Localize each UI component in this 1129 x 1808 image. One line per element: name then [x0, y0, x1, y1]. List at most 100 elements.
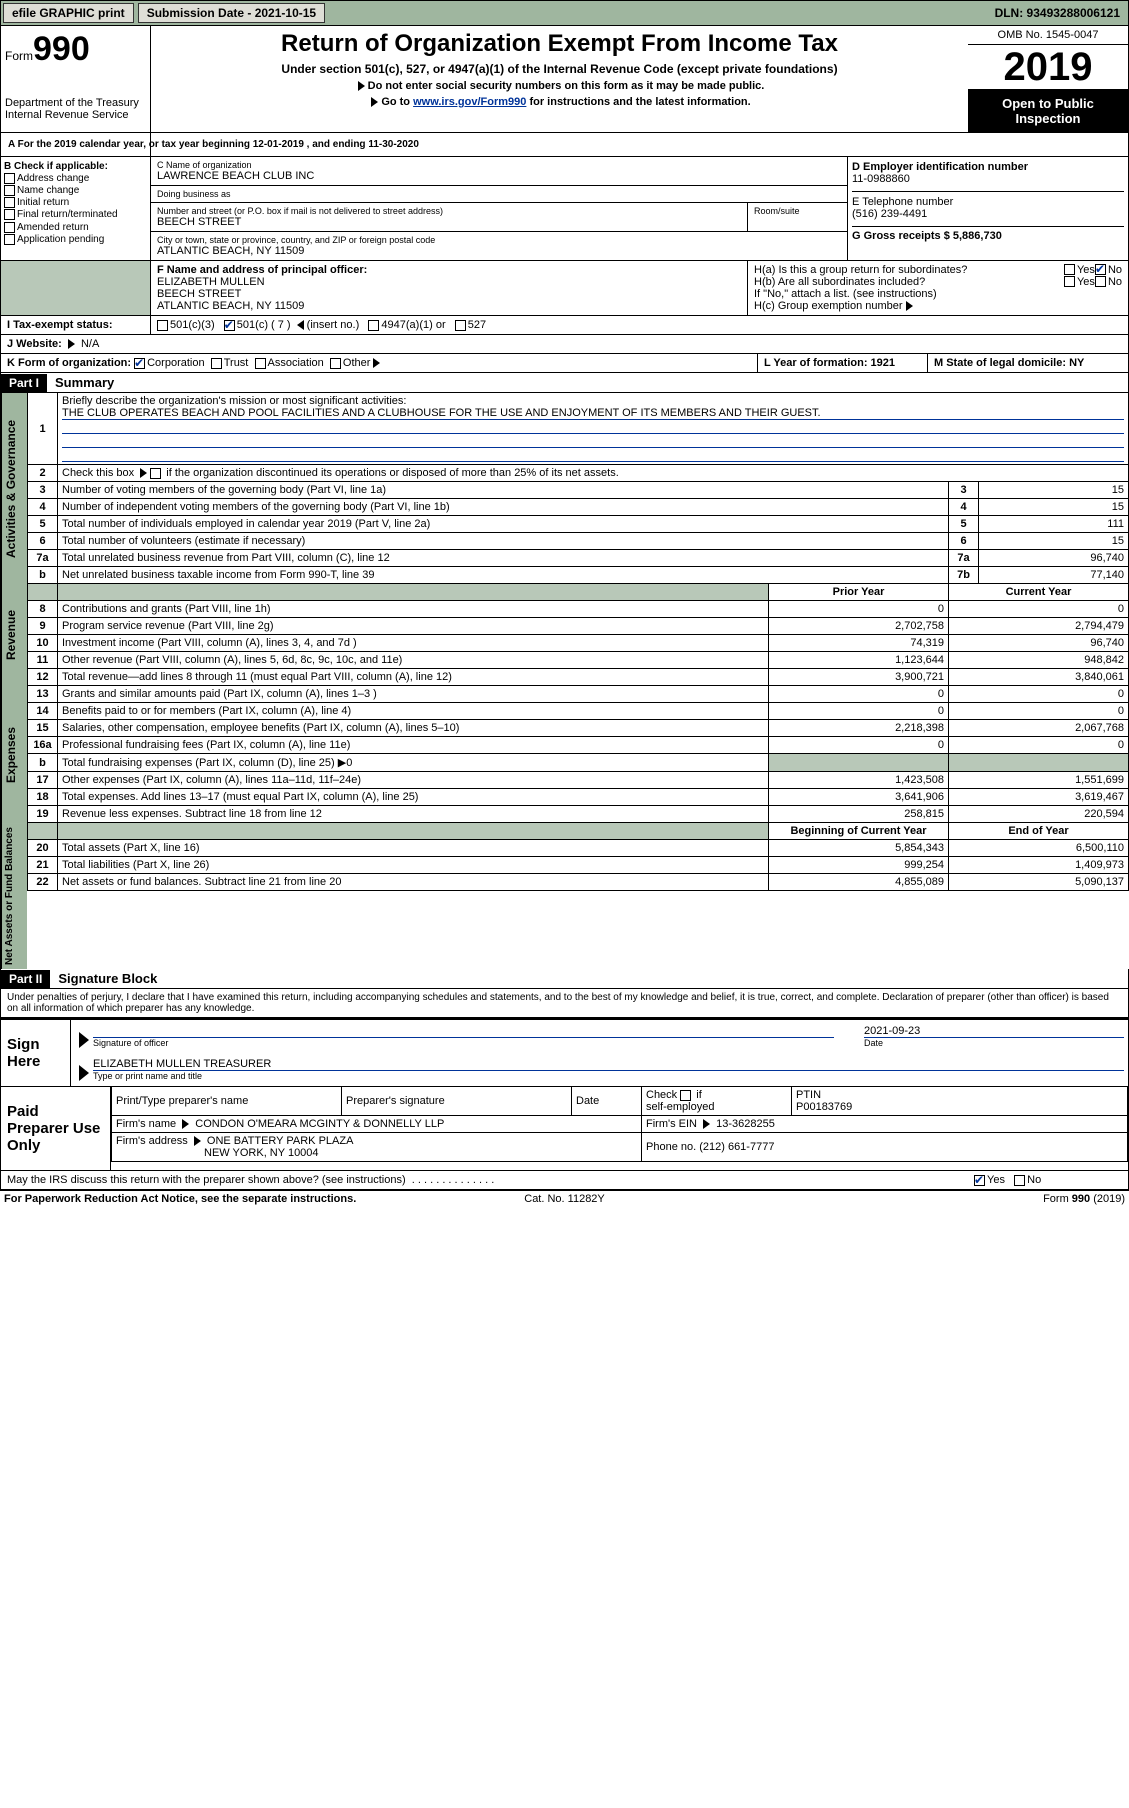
discontinued-box[interactable] — [150, 468, 161, 479]
col-begin-year: Beginning of Current Year — [769, 823, 949, 840]
org-info: B Check if applicable: Address change Na… — [0, 157, 1129, 261]
corp-box[interactable] — [134, 358, 145, 369]
perjury-statement: Under penalties of perjury, I declare th… — [0, 989, 1129, 1018]
row-7a: 7aTotal unrelated business revenue from … — [28, 550, 1129, 567]
501c3-box[interactable] — [157, 320, 168, 331]
527-box[interactable] — [455, 320, 466, 331]
form-label: Form — [5, 49, 33, 63]
arrow-icon — [297, 320, 304, 330]
self-employed-box[interactable] — [680, 1090, 691, 1101]
q2-text: Check this box if the organization disco… — [62, 467, 619, 479]
h-note: If "No," attach a list. (see instruction… — [754, 288, 1122, 300]
row-10: 10Investment income (Part VIII, column (… — [28, 635, 1129, 652]
trust-box[interactable] — [211, 358, 222, 369]
footer-mid: Cat. No. 11282Y — [378, 1193, 752, 1205]
check-item[interactable]: Initial return — [4, 197, 147, 208]
room-cell: Room/suite — [747, 203, 847, 232]
expenses-table: 13Grants and similar amounts paid (Part … — [27, 686, 1129, 823]
arrow-icon — [68, 339, 75, 349]
org-right: D Employer identification number 11-0988… — [848, 157, 1128, 260]
state-domicile: M State of legal domicile: NY — [928, 354, 1128, 372]
501c-box[interactable] — [224, 320, 235, 331]
no-box[interactable] — [1095, 276, 1106, 287]
page-footer: For Paperwork Reduction Act Notice, see … — [0, 1190, 1129, 1207]
discuss-row: May the IRS discuss this return with the… — [0, 1171, 1129, 1190]
check-item[interactable]: Final return/terminated — [4, 209, 147, 220]
dba-cell: Doing business as — [151, 186, 847, 203]
arrow-icon — [79, 1032, 89, 1048]
section-a: A For the 2019 calendar year, or tax yea… — [0, 133, 1129, 157]
row-14: 14Benefits paid to or for members (Part … — [28, 703, 1129, 720]
principal-officer: F Name and address of principal officer:… — [151, 261, 748, 315]
sign-label: Sign Here — [1, 1020, 71, 1086]
part2-badge: Part II — [1, 970, 50, 988]
row-12: 12Total revenue—add lines 8 through 11 (… — [28, 669, 1129, 686]
year-formation: L Year of formation: 1921 — [758, 354, 928, 372]
part1-badge: Part I — [1, 374, 47, 392]
row-9: 9Program service revenue (Part VIII, lin… — [28, 618, 1129, 635]
officer-block: F Name and address of principal officer:… — [0, 261, 1129, 316]
line-a: A For the 2019 calendar year, or tax yea… — [4, 137, 147, 152]
phone-value: (516) 239-4491 — [852, 208, 1124, 220]
row-4: 4Number of independent voting members of… — [28, 499, 1129, 516]
check-item[interactable]: Name change — [4, 185, 147, 196]
part1-title: Summary — [47, 373, 122, 392]
check-item[interactable]: Application pending — [4, 234, 147, 245]
paid-preparer: Paid Preparer Use Only Print/Type prepar… — [0, 1087, 1129, 1171]
q1-answer: THE CLUB OPERATES BEACH AND POOL FACILIT… — [62, 407, 1124, 420]
footer-left: For Paperwork Reduction Act Notice, see … — [4, 1193, 378, 1205]
submission-button[interactable]: Submission Date - 2021-10-15 — [138, 3, 325, 23]
name-label: Type or print name and title — [93, 1071, 1124, 1081]
col-end-year: End of Year — [949, 823, 1129, 840]
j-label: J Website: — [7, 338, 62, 350]
row-16b: bTotal fundraising expenses (Part IX, co… — [28, 754, 1129, 772]
sign-date: 2021-09-23 — [864, 1025, 1124, 1038]
part1-header: Part I Summary — [0, 373, 1129, 393]
row-3: 3Number of voting members of the governi… — [28, 482, 1129, 499]
yes-box[interactable] — [1064, 264, 1075, 275]
part2-header: Part II Signature Block — [0, 969, 1129, 989]
org-name-cell: C Name of organization LAWRENCE BEACH CL… — [151, 157, 847, 186]
assoc-box[interactable] — [255, 358, 266, 369]
arrow-icon — [371, 97, 378, 107]
k-label: K Form of organization: — [7, 357, 131, 369]
col-prior-year: Prior Year — [769, 584, 949, 601]
part2-title: Signature Block — [50, 969, 165, 988]
officer-name: ELIZABETH MULLEN TREASURER — [93, 1058, 1124, 1071]
check-item[interactable]: Amended return — [4, 222, 147, 233]
gross-receipts: G Gross receipts $ 5,886,730 — [852, 226, 1124, 242]
form-subtitle: Under section 501(c), 527, or 4947(a)(1)… — [155, 62, 964, 76]
row-22: 22Net assets or fund balances. Subtract … — [28, 874, 1129, 891]
sign-here: Sign Here Signature of officer 2021-09-2… — [0, 1018, 1129, 1087]
form-header: Form990 Department of the Treasury Inter… — [0, 26, 1129, 133]
check-header: B Check if applicable: — [4, 161, 147, 172]
arrow-icon — [194, 1136, 201, 1146]
dln-label: DLN: 93493288006121 — [995, 6, 1126, 20]
dept-label: Department of the Treasury Internal Reve… — [5, 97, 146, 121]
revenue-section: Revenue Prior YearCurrent Year 8Contribu… — [0, 584, 1129, 686]
discuss-yes-box[interactable] — [974, 1175, 985, 1186]
other-box[interactable] — [330, 358, 341, 369]
arrow-icon — [358, 81, 365, 91]
discuss-no-box[interactable] — [1014, 1175, 1025, 1186]
row-11: 11Other revenue (Part VIII, column (A), … — [28, 652, 1129, 669]
form-note2: Go to www.irs.gov/Form990 for instructio… — [155, 96, 964, 108]
topbar: efile GRAPHIC print Submission Date - 20… — [0, 0, 1129, 26]
spacer — [1, 261, 151, 315]
i-options: 501(c)(3) 501(c) ( 7 ) (insert no.) 4947… — [151, 316, 1128, 334]
efile-button[interactable]: efile GRAPHIC print — [3, 3, 134, 23]
tax-year: 2019 — [968, 45, 1128, 90]
instructions-link[interactable]: www.irs.gov/Form990 — [413, 96, 526, 108]
arrow-icon — [703, 1119, 710, 1129]
4947-box[interactable] — [368, 320, 379, 331]
governance-table: 1 Briefly describe the organization's mi… — [27, 393, 1129, 584]
tab-expenses: Expenses — [1, 686, 27, 823]
preparer-name-lbl: Print/Type preparer's name — [112, 1087, 342, 1116]
expenses-section: Expenses 13Grants and similar amounts pa… — [0, 686, 1129, 823]
no-box[interactable] — [1095, 264, 1106, 275]
check-item[interactable]: Address change — [4, 173, 147, 184]
officer-signature[interactable] — [93, 1024, 834, 1038]
form-org-row: K Form of organization: Corporation Trus… — [0, 354, 1129, 373]
row-20: 20Total assets (Part X, line 16)5,854,34… — [28, 840, 1129, 857]
yes-box[interactable] — [1064, 276, 1075, 287]
